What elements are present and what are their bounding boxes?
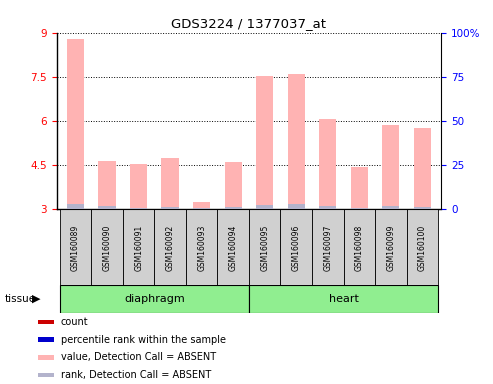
Bar	[351, 167, 368, 209]
Bar	[344, 209, 375, 286]
Bar	[287, 204, 305, 209]
Bar	[217, 209, 249, 286]
Bar	[38, 355, 54, 359]
Bar	[99, 161, 116, 209]
Bar	[249, 285, 438, 313]
Text: GSM160098: GSM160098	[355, 225, 364, 271]
Bar	[123, 209, 154, 286]
Bar	[67, 38, 84, 209]
Bar	[382, 126, 399, 209]
Bar	[193, 208, 211, 209]
Bar	[60, 209, 91, 286]
Text: GSM160090: GSM160090	[103, 225, 111, 271]
Bar	[351, 207, 368, 209]
Text: ▶: ▶	[32, 294, 40, 304]
Bar	[162, 158, 179, 209]
Bar	[186, 209, 217, 286]
Bar	[38, 373, 54, 377]
Bar	[414, 128, 431, 209]
Text: count: count	[61, 317, 88, 327]
Title: GDS3224 / 1377037_at: GDS3224 / 1377037_at	[172, 17, 326, 30]
Bar	[319, 119, 336, 209]
Text: GSM160096: GSM160096	[292, 225, 301, 271]
Bar	[382, 206, 399, 209]
Text: tissue: tissue	[5, 294, 36, 304]
Text: GSM160099: GSM160099	[387, 225, 395, 271]
Text: rank, Detection Call = ABSENT: rank, Detection Call = ABSENT	[61, 370, 211, 380]
Text: GSM160094: GSM160094	[229, 225, 238, 271]
Bar	[414, 207, 431, 209]
Bar	[38, 338, 54, 342]
Bar	[38, 319, 54, 324]
Text: GSM160100: GSM160100	[418, 225, 427, 271]
Text: value, Detection Call = ABSENT: value, Detection Call = ABSENT	[61, 353, 216, 362]
Text: heart: heart	[329, 294, 358, 304]
Bar	[319, 206, 336, 209]
Text: percentile rank within the sample: percentile rank within the sample	[61, 334, 226, 344]
Bar	[130, 208, 147, 209]
Bar	[256, 205, 274, 209]
Text: GSM160092: GSM160092	[166, 225, 175, 271]
Bar	[193, 202, 211, 209]
Text: GSM160089: GSM160089	[71, 225, 80, 271]
Bar	[224, 207, 242, 209]
Bar	[249, 209, 281, 286]
Bar	[281, 209, 312, 286]
Bar	[287, 74, 305, 209]
Text: GSM160097: GSM160097	[323, 225, 332, 271]
Bar	[312, 209, 344, 286]
Bar	[130, 164, 147, 209]
Bar	[375, 209, 407, 286]
Text: GSM160095: GSM160095	[260, 225, 269, 271]
Bar	[91, 209, 123, 286]
Bar	[162, 207, 179, 209]
Bar	[256, 76, 274, 209]
Text: GSM160091: GSM160091	[134, 225, 143, 271]
Bar	[407, 209, 438, 286]
Bar	[67, 204, 84, 209]
Bar	[99, 206, 116, 209]
Bar	[60, 285, 249, 313]
Bar	[224, 162, 242, 209]
Text: diaphragm: diaphragm	[124, 294, 185, 304]
Text: GSM160093: GSM160093	[197, 225, 206, 271]
Bar	[154, 209, 186, 286]
